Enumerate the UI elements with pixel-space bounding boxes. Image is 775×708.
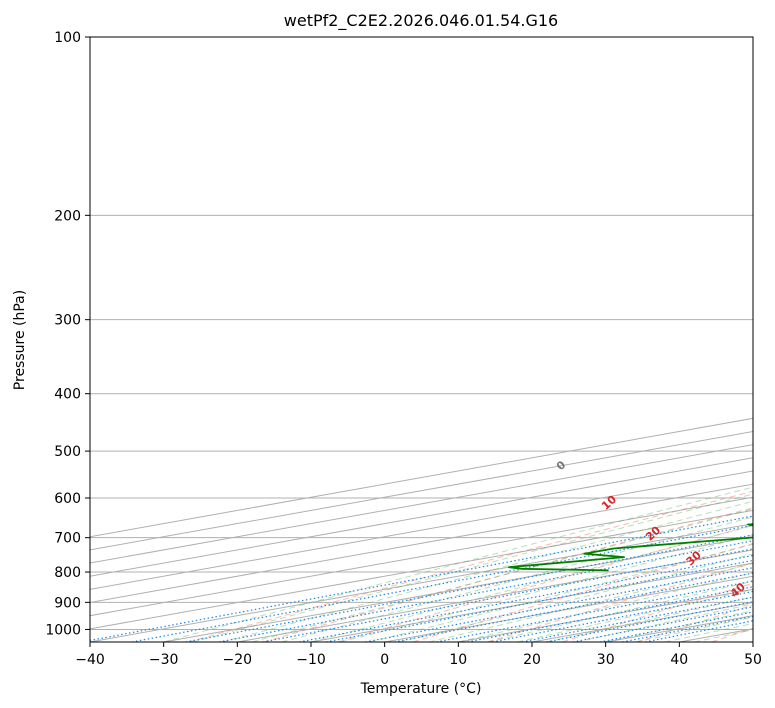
y-tick-label: 200 [54,208,81,224]
dry-adiabat-line [487,562,753,642]
x-tick-label: −40 [75,652,105,668]
moist-adiabat-line [517,588,753,642]
y-tick-label: 800 [54,565,81,581]
y-tick-label: 900 [54,595,81,611]
chart-title: wetPf2_C2E2.2026.046.01.54.G16 [284,11,558,31]
moist-adiabat-line [281,516,753,642]
mixing-ratio-lines [90,515,753,642]
isotherm-line [90,509,753,630]
x-tick-label: 50 [744,652,762,668]
isotherm-line [90,470,753,590]
moist-adiabat-line [458,572,753,642]
x-tick-label: 30 [597,652,615,668]
isotherm-line [90,483,753,604]
isotherm-line [90,430,753,551]
moist-adiabat-line [222,500,753,642]
isotherm-line [90,444,753,564]
moist-adiabat-line [369,543,753,642]
y-tick-label: 400 [54,387,81,403]
mixing-ratio-line [185,534,753,642]
x-axis-label: Temperature (°C) [360,681,482,697]
y-tick-label: 1000 [45,622,81,638]
mixing-ratio-line [299,554,753,642]
mixing-ratio-line [394,572,753,642]
x-tick-label: −10 [296,652,326,668]
x-tick-label: −20 [223,652,253,668]
isotherm-line [163,536,753,642]
isotherm-line [90,457,753,577]
mixing-ratio-line [436,580,753,642]
x-tick-label: 10 [449,652,467,668]
dry-adiabat-line [263,507,753,642]
moist-adiabat-line [163,486,753,642]
x-tick-label: 40 [670,652,688,668]
isotherm-line [90,496,753,617]
y-tick-label: 500 [54,444,81,460]
y-tick-label: 100 [54,30,81,46]
x-tick-label: 0 [380,652,389,668]
y-axis-ticks: 100 200 300 400 500 600 700 800 900 1000 [45,30,90,638]
y-tick-label: 700 [54,531,81,547]
x-tick-label: 20 [523,652,541,668]
y-axis-label: Pressure (hPa) [12,290,28,390]
moist-adiabat-line [192,493,753,642]
plot-frame [89,36,754,643]
mixing-ratio-line [365,567,753,642]
y-tick-label: 600 [54,491,81,507]
dewpoint-profile-line [508,523,753,572]
x-axis-ticks: −40 −30 −20 −10 0 10 20 30 40 50 [75,642,762,668]
y-tick-label: 300 [54,313,81,329]
moist-adiabat-line [428,563,753,642]
isobar-grid [90,37,753,630]
isotherm-line [90,523,753,642]
sounding-profiles [508,523,753,572]
mixing-ratio-line [325,559,753,642]
x-tick-label: −30 [149,652,179,668]
isotherm-grid [90,417,753,642]
dry-adiabat-line [562,582,753,642]
